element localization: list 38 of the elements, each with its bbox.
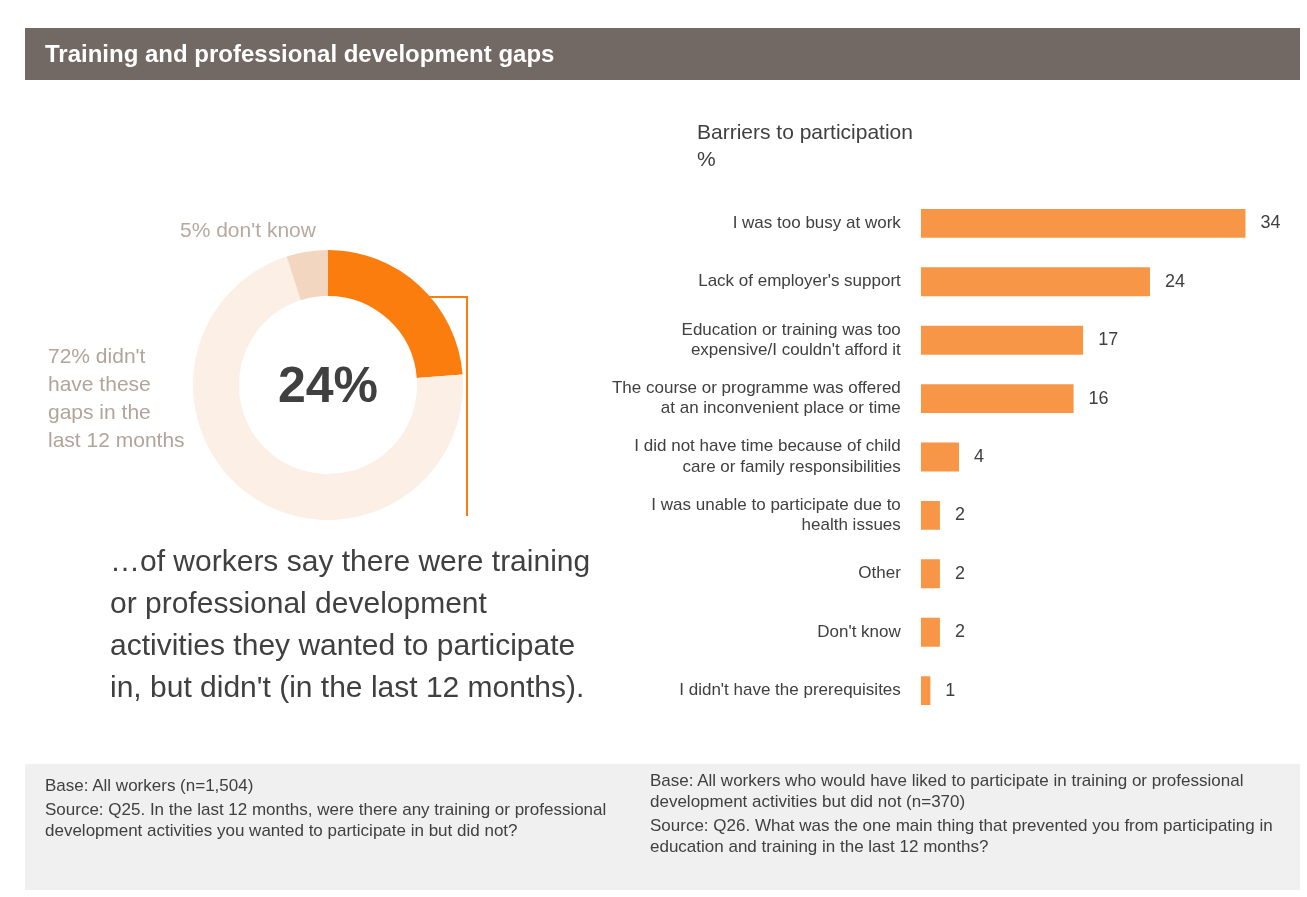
text: % xyxy=(697,147,716,171)
data-label: 1 xyxy=(945,679,956,700)
bar xyxy=(920,500,940,530)
slice-label: 72% didn't have these gaps in the last 12 months xyxy=(48,343,186,453)
bar xyxy=(920,559,940,589)
y-tick-label: Don't know xyxy=(817,621,902,641)
y-tick-label: I was unable to participate due to health issues xyxy=(651,494,901,535)
data-label: 2 xyxy=(954,504,965,525)
data-label: 24% xyxy=(276,356,380,415)
y-tick-label: Education or training was too expensive/I couldn't afford it xyxy=(681,319,902,360)
y-tick-label: Lack of employer's support xyxy=(698,271,902,291)
chart-title: Training and professional development gaps xyxy=(25,28,1300,80)
bar xyxy=(920,325,1084,355)
data-label: 2 xyxy=(954,621,965,642)
source-note: Source: Q26. What was the one main thing that prevented you from participating in education and training in the last 12 months? xyxy=(650,815,1274,857)
bar xyxy=(920,267,1150,297)
bar xyxy=(920,208,1246,238)
data-label: 34 xyxy=(1260,212,1281,233)
data-label: 4 xyxy=(974,445,985,466)
chart-title: Barriers to participation xyxy=(697,120,913,144)
data-label: 24 xyxy=(1164,270,1185,291)
bar xyxy=(920,676,931,706)
y-tick-label: I did not have time because of child care or family responsibilities xyxy=(634,436,901,476)
data-label: 2 xyxy=(954,562,965,583)
text: Base: All workers who would have liked to participate in training or professional development activities but did not (n=370) xyxy=(650,770,1245,812)
text: …of workers say there were training or professional development activities they wanted to participate in, but didn't (in the last 12 months). xyxy=(110,543,592,705)
y-tick-label: I didn't have the prerequisites xyxy=(679,680,901,700)
source-note: Source: Q25. In the last 12 months, were there any training or professional development activities you wanted to participate in but did not? xyxy=(45,799,608,841)
bar xyxy=(920,617,940,647)
slice-label: 5% don't know xyxy=(180,218,316,242)
data-label: 16 xyxy=(1088,387,1109,408)
bar xyxy=(920,384,1074,414)
y-tick-label: I was too busy at work xyxy=(732,213,902,233)
y-tick-label: Other xyxy=(858,563,902,583)
data-label: 17 xyxy=(1098,329,1119,350)
y-tick-label: The course or programme was offered at an inconvenient place or time xyxy=(611,378,901,418)
bar xyxy=(920,442,960,472)
text: Base: All workers (n=1,504) xyxy=(45,775,255,796)
